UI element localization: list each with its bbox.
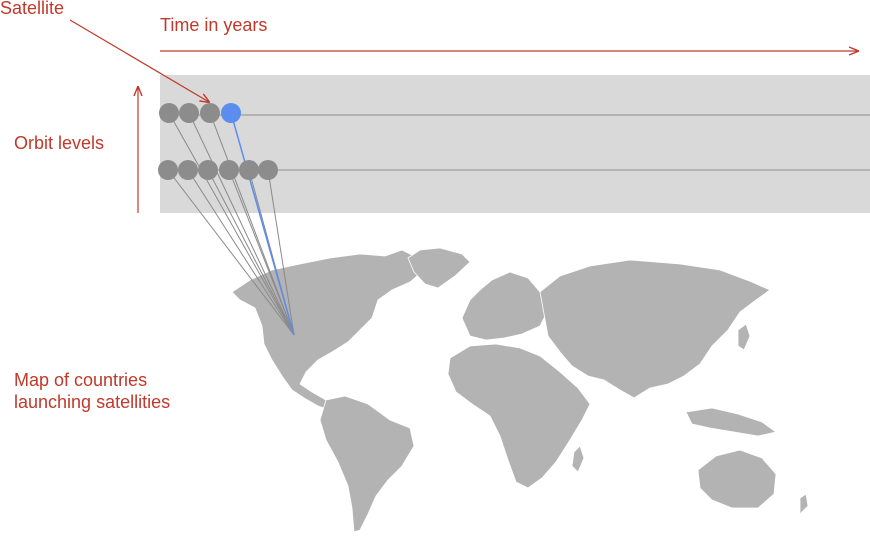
link-line: [209, 112, 295, 336]
satellite-pointer-arrow: [69, 19, 209, 102]
map-asia: [539, 259, 771, 399]
map-greenland: [407, 247, 471, 289]
map-annotation-line-2: launching satellities: [14, 392, 171, 412]
map-south-america: [319, 395, 415, 533]
satellite[interactable]: [198, 160, 218, 180]
satellite[interactable]: [258, 160, 278, 180]
map-africa: [447, 343, 591, 489]
map-europe: [461, 271, 549, 341]
map-japan: [737, 323, 751, 351]
satellite[interactable]: [158, 160, 178, 180]
link-line: [188, 112, 295, 336]
world-map: [231, 247, 809, 533]
satellite-annotation: Satellite: [0, 0, 65, 18]
map-annotation-line-1: Map of countries: [14, 370, 148, 390]
satellite[interactable]: [200, 103, 220, 123]
map-annotation: Map of countries launching satellities: [14, 369, 170, 413]
link-line: [228, 169, 295, 336]
map-madagascar: [571, 445, 585, 473]
map-southeast-asia: [685, 407, 777, 437]
map-north-america: [231, 249, 425, 411]
link-line-highlight: [230, 112, 295, 336]
time-axis-annotation: Time in years: [160, 15, 268, 35]
map-australia: [697, 449, 777, 509]
orbit-level-1-satellites: [159, 103, 241, 123]
orbit-level-2-satellites: [158, 160, 278, 180]
link-line: [167, 169, 295, 336]
satellite[interactable]: [219, 160, 239, 180]
link-line: [207, 169, 295, 336]
orbit-axis-annotation: Orbit levels: [14, 133, 105, 153]
link-line: [168, 112, 295, 336]
satellite[interactable]: [179, 103, 199, 123]
satellite[interactable]: [159, 103, 179, 123]
satellite-highlighted[interactable]: [221, 103, 241, 123]
satellite[interactable]: [239, 160, 259, 180]
link-line: [187, 169, 295, 336]
satellite[interactable]: [178, 160, 198, 180]
orbit-band: [160, 75, 870, 213]
map-new-zealand: [799, 493, 809, 515]
link-line: [267, 169, 295, 336]
